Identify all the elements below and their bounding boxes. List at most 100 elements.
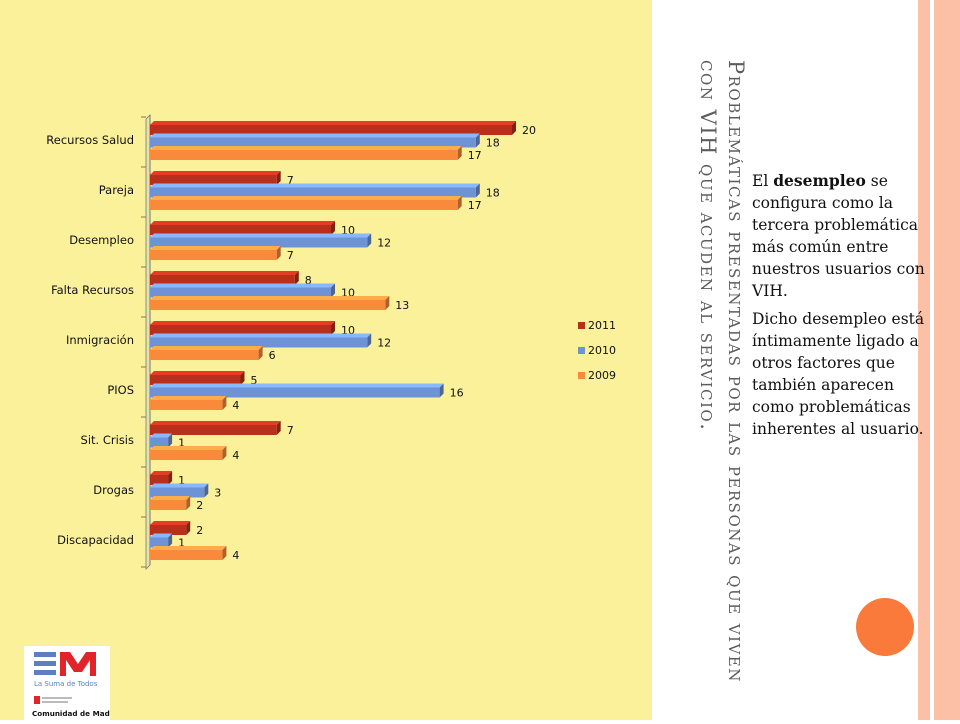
legend-swatch-2009 — [578, 372, 585, 379]
y-tick-label: Recursos Salud — [46, 133, 134, 147]
bar-2009 — [150, 450, 223, 460]
data-label: 12 — [377, 337, 391, 350]
bar-2011 — [150, 125, 512, 135]
bar-2011 — [150, 275, 295, 285]
bar-side — [385, 296, 390, 310]
bar-top — [150, 346, 263, 350]
bar-top — [150, 171, 281, 175]
bar-side — [186, 496, 191, 510]
bar-top — [150, 371, 245, 375]
y-tick-label: Pareja — [99, 183, 134, 197]
bar-side — [276, 246, 281, 260]
bar-2011 — [150, 325, 331, 335]
slide-body: El desempleo se configura como la tercer… — [752, 170, 937, 446]
bar-chart: Recursos Salud201817Pareja71817Desempleo… — [46, 114, 616, 570]
bar-2009 — [150, 300, 386, 310]
bar-top — [150, 471, 173, 475]
bar-top — [150, 446, 227, 450]
data-label: 4 — [232, 399, 239, 412]
bar-side — [457, 196, 462, 210]
bar-2009 — [150, 150, 458, 160]
bar-top — [150, 121, 516, 125]
panel-divider — [652, 0, 660, 720]
bar-side — [367, 233, 372, 248]
y-tick-label: PIOS — [107, 383, 134, 397]
data-label: 16 — [450, 387, 464, 400]
bar-top — [150, 546, 227, 550]
bar-top — [150, 246, 281, 250]
y-tick-label: Drogas — [93, 483, 134, 497]
legend-label: 2010 — [588, 344, 616, 357]
data-label: 4 — [232, 549, 239, 562]
data-label: 5 — [251, 374, 258, 387]
data-label: 4 — [232, 449, 239, 462]
y-tick-label: Inmigración — [66, 333, 134, 347]
data-label: 17 — [468, 149, 482, 162]
data-label: 20 — [522, 124, 536, 137]
bar-2011 — [150, 375, 241, 385]
bar-2011 — [150, 525, 187, 535]
bar-2011 — [150, 175, 277, 185]
bar-2010 — [150, 337, 368, 348]
bar-side — [204, 483, 209, 498]
data-label: 17 — [468, 199, 482, 212]
axis-wall — [145, 114, 151, 570]
bar-side — [294, 271, 299, 285]
data-label: 8 — [305, 274, 312, 287]
highlight-desempleo: desempleo — [773, 171, 866, 190]
y-tick-label: Sit. Crisis — [81, 433, 134, 447]
bar-top — [150, 521, 191, 525]
bar-side — [475, 183, 480, 198]
bar-2011 — [150, 225, 331, 235]
bar-2010 — [150, 287, 331, 298]
bar-2009 — [150, 250, 277, 260]
bar-top — [150, 383, 444, 388]
slide-title-box: Problemáticas presentadas por las person… — [660, 30, 748, 690]
decorative-stripe — [918, 0, 930, 720]
data-label: 13 — [395, 299, 409, 312]
data-label: 7 — [287, 424, 294, 437]
paragraph-text: se configura como la tercera problemátic… — [752, 172, 925, 300]
bar-top — [150, 321, 335, 325]
decorative-stripe-gap — [930, 0, 934, 720]
bar-top — [150, 396, 227, 400]
bar-2009 — [150, 350, 259, 360]
data-label: 12 — [377, 237, 391, 250]
comunidad-madrid-logo: La Suma de Todos Comunidad de Madrid — [24, 646, 121, 720]
legend-label: 2011 — [588, 319, 616, 332]
bar-2010 — [150, 487, 205, 498]
bar-side — [168, 533, 173, 548]
data-label: 2 — [196, 524, 203, 537]
bar-side — [331, 221, 335, 235]
legend-label: 2009 — [588, 369, 616, 382]
bar-top — [150, 283, 335, 288]
bar-side — [168, 471, 173, 485]
legend-swatch-2011 — [578, 322, 585, 329]
bar-2009 — [150, 550, 223, 560]
bar-top — [150, 133, 480, 138]
decorative-stripe-outer — [934, 0, 960, 720]
data-label: 6 — [269, 349, 276, 362]
bar-top — [150, 233, 372, 238]
slide-title: Problemáticas presentadas por las person… — [696, 60, 748, 683]
bar-side — [475, 133, 480, 148]
bar-2010 — [150, 387, 440, 398]
slide-left-panel — [0, 0, 652, 720]
data-label: 2 — [196, 499, 203, 512]
bar-side — [439, 383, 444, 398]
bar-2010 — [150, 187, 476, 198]
bar-2010 — [150, 537, 169, 548]
data-label: 18 — [486, 137, 500, 150]
comunidad-madrid-logo-graphic: La Suma de Todos Comunidad de Madrid — [32, 652, 121, 718]
bar-side — [512, 121, 516, 135]
data-label: 1 — [178, 437, 185, 450]
bar-side — [168, 433, 173, 448]
bar-2011 — [150, 425, 277, 435]
paragraph-related-factors: Dicho desempleo está íntimamente ligado … — [752, 310, 925, 438]
bar-side — [367, 333, 372, 348]
decorative-circle — [856, 598, 914, 656]
bar-2010 — [150, 437, 169, 448]
logo-org-name: Comunidad de Madrid — [32, 709, 110, 718]
paragraph-unemployment: El desempleo se configura como la tercer… — [752, 170, 937, 302]
bar-top — [150, 483, 209, 488]
